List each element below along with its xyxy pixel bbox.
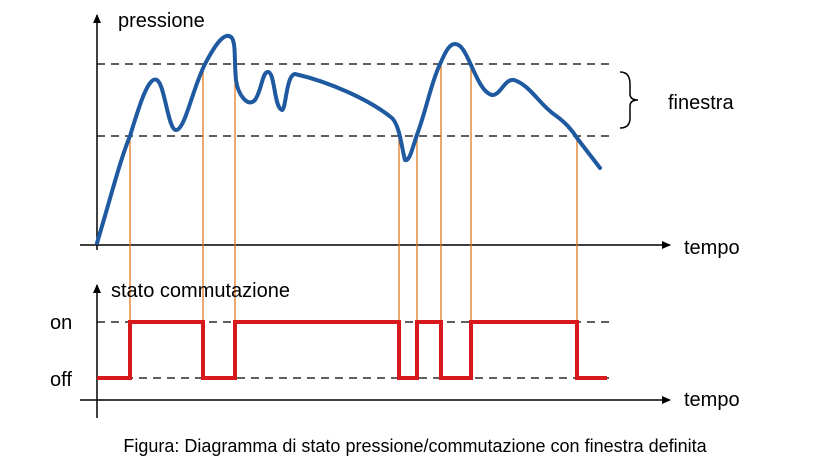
on-label: on xyxy=(50,312,72,334)
switch-label: stato commutazione xyxy=(111,280,290,302)
time-label: tempo xyxy=(684,237,740,259)
window-label: finestra xyxy=(668,92,734,114)
off-label: off xyxy=(50,369,72,391)
pressure-curve xyxy=(95,34,602,245)
switch-guides xyxy=(129,64,578,378)
caption: Figura: Diagramma di stato pressione/com… xyxy=(123,436,707,456)
pressure-label: pressione xyxy=(118,10,205,32)
time-label: tempo xyxy=(684,389,740,411)
window-brace xyxy=(619,71,639,129)
switch-state xyxy=(97,320,607,380)
